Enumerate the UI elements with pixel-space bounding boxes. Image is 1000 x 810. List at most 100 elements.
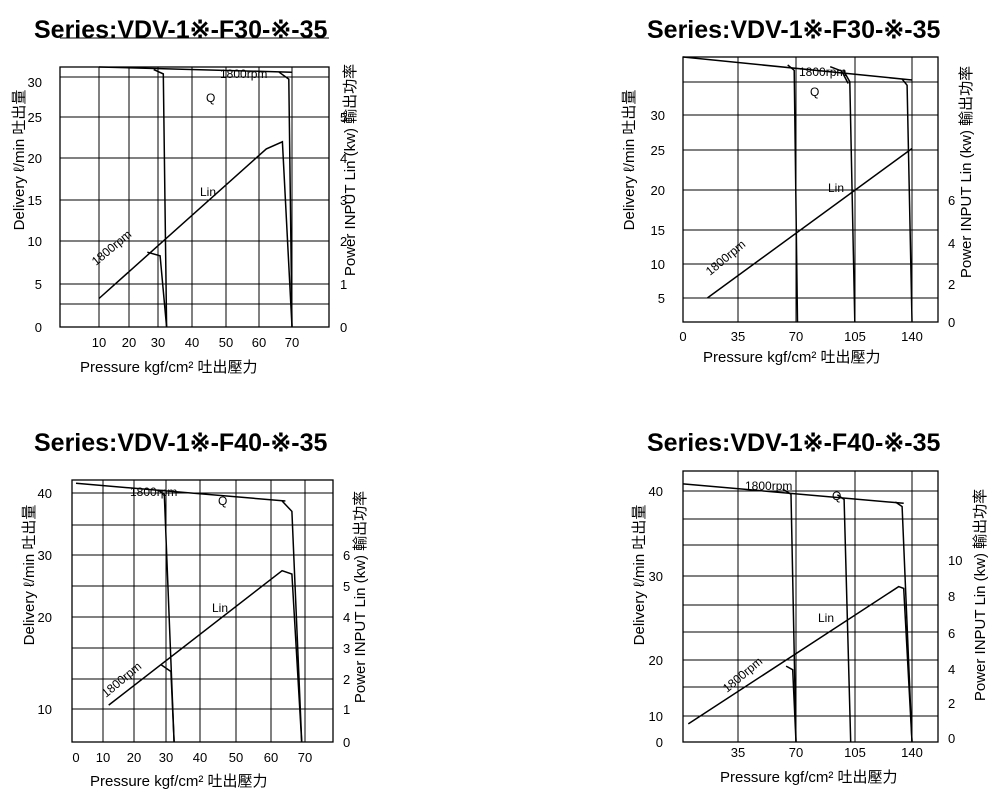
series-line-q-cutoff-70: [278, 71, 293, 328]
annotation-lin: Lin: [818, 611, 834, 625]
y-tick-label: 25: [28, 110, 42, 125]
plot-frame: [682, 470, 939, 743]
series-line-lin: [707, 147, 913, 299]
x-tick-label: 20: [122, 335, 136, 350]
series-line-lin: [687, 585, 913, 743]
y2-tick-label: 8: [948, 589, 955, 604]
x-tick-label: 50: [219, 335, 233, 350]
y2-tick-label: 0: [948, 315, 955, 330]
chart-title: Series:VDV-1※-F30-※-35: [34, 16, 327, 44]
series-line-q: [682, 56, 913, 81]
x-tick-label: 0: [72, 750, 79, 765]
y-tick-label: 30: [38, 548, 52, 563]
series-line-q-cutoff-140: [894, 501, 913, 743]
annotation-q: Q: [810, 85, 819, 99]
series-line-q-cutoff-105: [836, 494, 852, 743]
y-tick-label: 40: [649, 484, 663, 499]
y2-tick-label: 4: [948, 662, 955, 677]
y-tick-label: 5: [658, 291, 665, 306]
x-tick-label: 50: [229, 750, 243, 765]
y-tick-label: 10: [651, 257, 665, 272]
annotation-rpm: 1800rpm: [799, 65, 846, 79]
x-tick-label: 10: [92, 335, 106, 350]
x-axis-label: Pressure kgf/cm² 吐出壓力: [80, 359, 258, 376]
y2-axis-label: Power INPUT Lin (kw) 輸出功率: [972, 489, 989, 701]
series-line-q-cutoff-70: [782, 488, 797, 743]
y2-tick-label: 2: [340, 234, 347, 249]
y-tick-label: 30: [651, 108, 665, 123]
y-axis-label: Delivery ℓ/min 吐出量: [621, 90, 638, 231]
x-tick-label: 40: [193, 750, 207, 765]
x-tick-label: 35: [731, 745, 745, 760]
y-tick-label: 15: [28, 193, 42, 208]
series-line-q-cutoff-30: [157, 489, 175, 743]
y-tick-label: 0: [656, 735, 663, 750]
x-tick-label: 60: [252, 335, 266, 350]
annotation-rpm-lin: 1800rpm: [99, 659, 144, 700]
x-tick-label: 70: [285, 335, 299, 350]
annotation-q: Q: [832, 489, 841, 503]
y-axis-label: Delivery ℓ/min 吐出量: [631, 505, 648, 646]
y2-tick-label: 6: [343, 548, 350, 563]
series-line-lin-cutoff-70: [785, 665, 797, 743]
series-line-lin-cutoff-30: [147, 251, 168, 328]
y-tick-label: 0: [35, 320, 42, 335]
x-axis-label: Pressure kgf/cm² 吐出壓力: [720, 769, 898, 786]
y-tick-label: 20: [28, 151, 42, 166]
y-tick-label: 20: [651, 183, 665, 198]
y2-tick-label: 0: [340, 320, 347, 335]
y2-axis-label: Power INPUT Lin (kw) 輸出功率: [352, 491, 369, 703]
annotation-lin: Lin: [212, 601, 228, 615]
series-line-lin-cutoff-30: [160, 664, 175, 743]
x-tick-label: 70: [789, 329, 803, 344]
chart-panel-3: Series:VDV-1※-F40-※-350 10 20 30 40 50 60 70102…: [21, 429, 369, 790]
x-tick-label: 140: [901, 745, 923, 760]
series-line-q-step-105: [829, 65, 849, 84]
x-tick-label: 0: [679, 329, 686, 344]
y-tick-label: 20: [649, 653, 663, 668]
x-tick-label: 40: [185, 335, 199, 350]
series-line-q-cutoff-70: [281, 500, 303, 743]
plot-frame: [59, 66, 330, 328]
y2-tick-label: 5: [340, 110, 347, 125]
x-axis-label: Pressure kgf/cm² 吐出壓力: [90, 773, 268, 790]
y-tick-label: 20: [38, 610, 52, 625]
y-tick-label: 5: [35, 277, 42, 292]
series-line-q: [75, 482, 286, 502]
y2-tick-label: 10: [948, 553, 962, 568]
y-tick-label: 10: [38, 702, 52, 717]
x-tick-label: 70: [789, 745, 803, 760]
y2-tick-label: 2: [343, 672, 350, 687]
series-line-q: [682, 483, 904, 505]
chart-title: Series:VDV-1※-F40-※-35: [34, 429, 327, 457]
y-tick-label: 10: [649, 709, 663, 724]
series-line-q-cutoff-140: [901, 78, 913, 323]
series-line-q: [98, 66, 293, 73]
y2-tick-label: 1: [343, 702, 350, 717]
y2-tick-label: 4: [948, 236, 955, 251]
x-tick-label: 105: [844, 329, 866, 344]
y2-tick-label: 2: [948, 277, 955, 292]
annotation-rpm-lin: 1800rpm: [89, 227, 134, 268]
x-axis-label: Pressure kgf/cm² 吐出壓力: [703, 349, 881, 366]
y2-tick-label: 4: [340, 151, 347, 166]
annotation-rpm-lin: 1800rpm: [703, 237, 748, 278]
chart-title: Series:VDV-1※-F40-※-35: [647, 429, 940, 457]
y-tick-label: 10: [28, 234, 42, 249]
series-line-lin: [108, 569, 303, 743]
series-line-q-cutoff-30: [153, 68, 168, 328]
y2-tick-label: 0: [343, 735, 350, 750]
chart-panel-2: Series:VDV-1※-F30-※-350 35 70 105 1405101520…: [621, 16, 975, 366]
y-tick-label: 30: [649, 569, 663, 584]
y-axis-label: Delivery ℓ/min 吐出量: [11, 90, 28, 231]
y2-tick-label: 3: [340, 193, 347, 208]
y2-tick-label: 1: [340, 277, 347, 292]
annotation-rpm: 1800rpm: [130, 485, 177, 499]
annotation-q: Q: [206, 91, 215, 105]
y2-axis-label: Power INPUT Lin (kw) 輸出功率: [342, 64, 359, 276]
annotation-lin: Lin: [828, 181, 844, 195]
annotation-rpm: 1800rpm: [745, 479, 792, 493]
annotation-rpm: 1800rpm: [220, 67, 267, 81]
